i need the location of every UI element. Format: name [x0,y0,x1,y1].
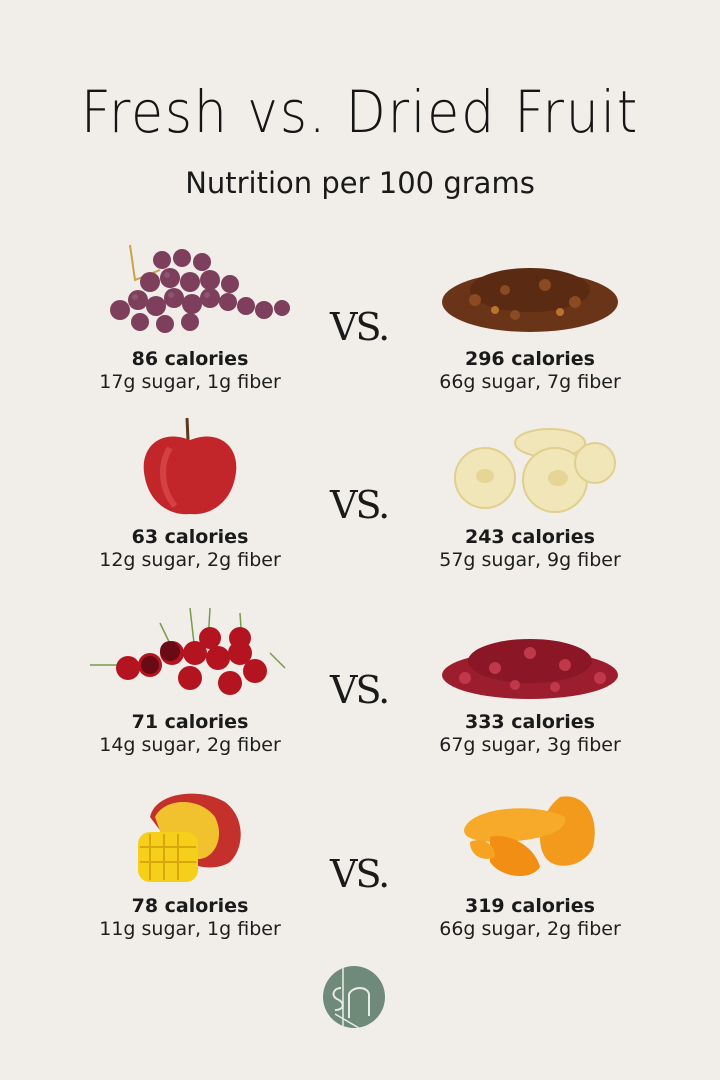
dried-sugar-fiber: 66g sugar, 7g fiber [439,371,621,393]
dried-mango: 319 calories 66g sugar, 2g fiber [405,787,655,940]
fresh-grapes: 86 calories 17g sugar, 1g fiber [65,240,315,393]
fresh-calories: 71 calories [131,711,249,733]
fresh-sugar-fiber: 14g sugar, 2g fiber [99,734,281,756]
fresh-calories: 78 calories [131,895,249,917]
dried-cherries-image [435,603,625,703]
comparison-row-mango: 78 calories 11g sugar, 1g fiber VS. 319 … [0,787,720,967]
fresh-sugar-fiber: 12g sugar, 2g fiber [99,549,281,571]
dried-sugar-fiber: 66g sugar, 2g fiber [439,918,621,940]
mango-image [130,787,250,887]
fresh-sugar-fiber: 17g sugar, 1g fiber [99,371,281,393]
fresh-sugar-fiber: 11g sugar, 1g fiber [99,918,281,940]
dried-mango-image [455,787,605,887]
dried-calories: 333 calories [464,711,595,733]
cherries-image [90,603,290,703]
vs-label: VS. [330,852,390,896]
apple-image [130,417,250,518]
dried-cherries: 333 calories 67g sugar, 3g fiber [405,603,655,756]
vs-label: VS. [330,483,390,527]
fresh-cherries: 71 calories 14g sugar, 2g fiber [65,603,315,756]
dried-apple-image [440,418,620,518]
vs-label: VS. [330,305,390,349]
sn-monogram-icon [332,966,370,1028]
dried-sugar-fiber: 57g sugar, 9g fiber [439,549,621,571]
dried-raisins: 296 calories 66g sugar, 7g fiber [405,240,655,393]
comparison-row-cherries: 71 calories 14g sugar, 2g fiber VS. 333 … [0,603,720,783]
dried-calories: 243 calories [464,526,595,548]
fresh-calories: 63 calories [131,526,249,548]
vs-label: VS. [330,668,390,712]
fresh-calories: 86 calories [131,348,249,370]
fresh-mango: 78 calories 11g sugar, 1g fiber [65,787,315,940]
page-subtitle: Nutrition per 100 grams [185,166,535,200]
grapes-image [90,240,290,340]
dried-calories: 319 calories [464,895,595,917]
dried-calories: 296 calories [464,348,595,370]
dried-sugar-fiber: 67g sugar, 3g fiber [439,734,621,756]
fresh-apple: 63 calories 12g sugar, 2g fiber [65,417,315,571]
raisins-image [435,240,625,340]
page-title: Fresh vs. Dried Fruit [80,78,640,146]
comparison-row-grapes: 86 calories 17g sugar, 1g fiber VS. 296 … [0,240,720,420]
dried-apple: 243 calories 57g sugar, 9g fiber [405,418,655,571]
brand-logo [323,966,385,1028]
comparison-row-apple: 63 calories 12g sugar, 2g fiber VS. 243 … [0,417,720,598]
